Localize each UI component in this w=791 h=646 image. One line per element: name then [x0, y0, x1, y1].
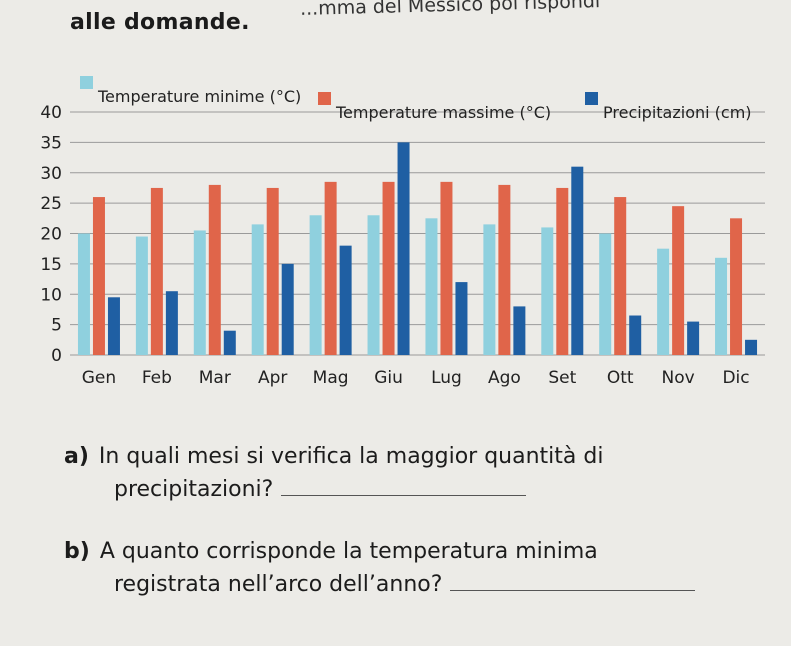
question-a: a) In quali mesi si verifica la maggior q…	[64, 440, 603, 506]
y-tick-label: 0	[51, 346, 62, 366]
legend-swatch	[585, 92, 598, 105]
bar	[745, 339, 758, 355]
x-tick-label: Mag	[313, 368, 349, 388]
legend-swatch	[318, 92, 331, 105]
x-tick-label: Apr	[258, 368, 287, 388]
bar	[571, 166, 584, 355]
bar	[107, 297, 120, 355]
y-tick-label: 10	[40, 285, 62, 305]
question-b: b) A quanto corrisponde la temperatura mi…	[64, 535, 696, 601]
question-a-text-line2: precipitazioni?	[114, 477, 274, 502]
y-tick-label: 40	[40, 103, 62, 123]
bar	[513, 306, 526, 355]
intro-text: alle domande.	[70, 10, 250, 35]
bar	[223, 330, 236, 355]
y-tick-label: 35	[40, 133, 62, 153]
x-tick-label: Dic	[722, 368, 749, 388]
bar	[455, 282, 468, 355]
question-a-text-line1: In quali mesi si verifica la maggior qua…	[98, 444, 604, 469]
bar	[425, 218, 438, 355]
bar	[440, 181, 453, 355]
bar	[556, 187, 569, 355]
legend-label: Temperature minime (°C)	[97, 87, 301, 106]
x-tick-label: Gen	[82, 368, 116, 388]
bar	[309, 215, 322, 355]
bar	[382, 181, 395, 355]
x-tick-label: Nov	[662, 368, 695, 388]
bar	[193, 230, 206, 355]
intro-text-top: ...mma del Messico poi rispondi	[299, 0, 601, 20]
bar	[281, 263, 294, 355]
question-b-text-line2: registrata nell’arco dell’anno?	[114, 572, 443, 597]
bar	[687, 321, 700, 355]
y-tick-label: 30	[40, 164, 62, 184]
question-b-text-line1: A quanto corrisponde la temperatura mini…	[99, 539, 598, 564]
bar	[629, 315, 642, 355]
bar	[498, 184, 511, 355]
y-tick-label: 25	[40, 194, 62, 214]
x-tick-label: Mar	[199, 368, 231, 388]
y-tick-label: 15	[40, 255, 62, 275]
bar	[599, 233, 612, 355]
x-tick-label: Giu	[374, 368, 403, 388]
bar	[150, 187, 163, 355]
bar	[135, 236, 148, 355]
answer-blank-b[interactable]	[450, 572, 696, 591]
bar	[541, 227, 554, 355]
bar	[266, 187, 279, 355]
bar	[715, 257, 728, 355]
bar	[339, 245, 352, 355]
answer-blank-a[interactable]	[281, 477, 527, 496]
bar	[92, 197, 105, 355]
x-tick-label: Ott	[607, 368, 634, 388]
legend-label: Temperature massime (°C)	[335, 103, 551, 122]
bar-chart: 0 5 10 15 20 25 30 35 40 Gen Feb Mar Apr Mag Giu Lug Ago…	[40, 76, 765, 388]
bar	[367, 215, 380, 355]
bar	[483, 224, 496, 355]
x-tick-label: Ago	[488, 368, 521, 388]
y-tick-label: 20	[40, 225, 62, 245]
legend-label: Precipitazioni (cm)	[603, 103, 752, 122]
question-a-label: a)	[64, 444, 89, 469]
bar	[324, 181, 337, 355]
bar	[165, 291, 178, 355]
legend-swatch	[80, 76, 93, 89]
question-b-label: b)	[64, 539, 90, 564]
bar	[614, 197, 627, 355]
bar	[208, 184, 221, 355]
x-tick-label: Lug	[431, 368, 462, 388]
bar	[251, 224, 264, 355]
x-tick-label: Feb	[142, 368, 172, 388]
y-tick-label: 5	[51, 316, 62, 336]
bar	[657, 248, 670, 355]
bar	[672, 206, 685, 355]
bar	[730, 218, 743, 355]
x-tick-label: Set	[548, 368, 576, 388]
bar	[77, 233, 90, 355]
bar	[397, 142, 410, 355]
